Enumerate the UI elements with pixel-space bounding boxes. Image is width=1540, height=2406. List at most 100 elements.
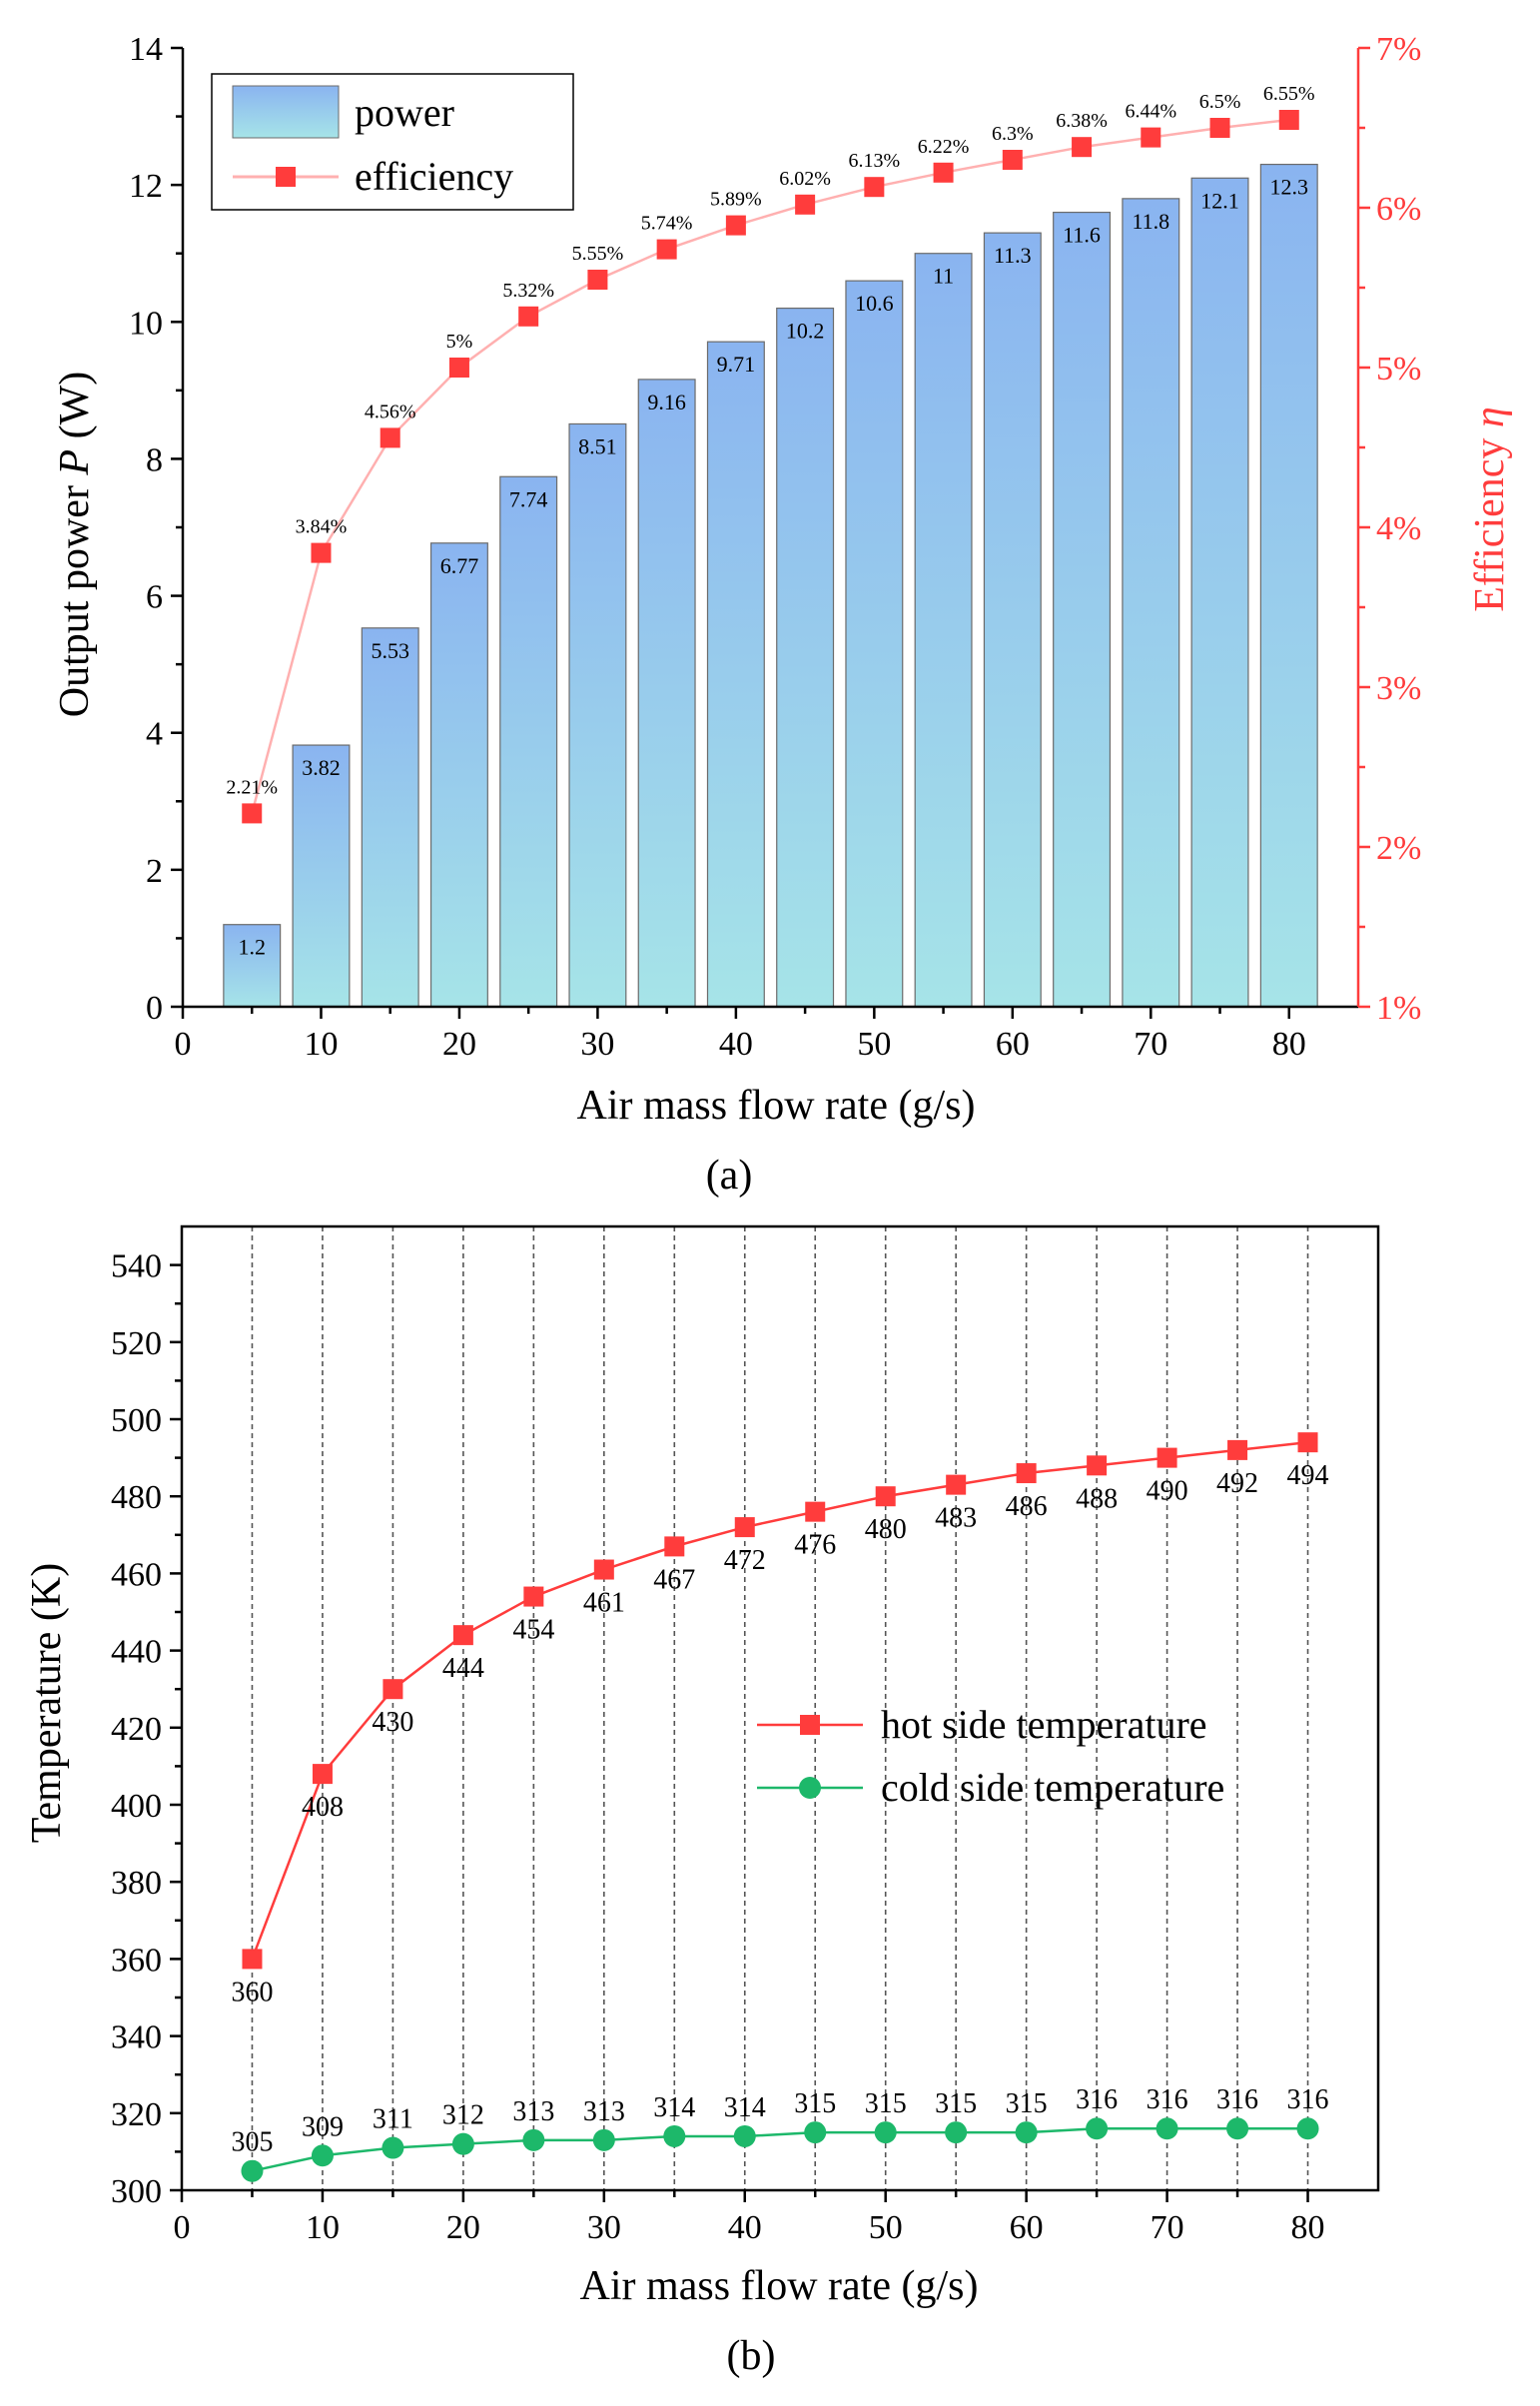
cold-side-label: 313	[512, 2096, 554, 2127]
y-tick-label: 12	[129, 168, 163, 205]
power-bar-label: 7.74	[509, 486, 548, 511]
panel-b-legend: hot side temperature cold side temperatu…	[757, 1702, 1224, 1810]
hot-side-label: 494	[1287, 1460, 1329, 1491]
legend-cold-marker	[799, 1777, 821, 1799]
hot-side-label: 467	[653, 1564, 695, 1595]
y-tick-label: 10	[129, 305, 163, 342]
x-tick-label: 40	[719, 1026, 753, 1063]
panel-b-chart: 360 408 430 444 454 461 467 472 476 480 483 486 488 4…	[24, 1224, 1380, 2379]
y2-tick-label: 4%	[1376, 510, 1421, 547]
cold-side-marker	[241, 2159, 264, 2182]
legend-hot-label: hot side temperature	[881, 1702, 1207, 1747]
cold-side-label: 312	[442, 2100, 484, 2131]
cold-side-marker	[1086, 2117, 1109, 2140]
cold-side-marker	[592, 2128, 615, 2151]
power-bar	[292, 744, 351, 1008]
y-tick-label: 14	[129, 31, 163, 68]
efficiency-label: 2.21%	[226, 776, 278, 798]
cold-side-marker	[733, 2124, 756, 2147]
efficiency-label: 6.13%	[849, 150, 901, 172]
efficiency-marker	[1141, 127, 1161, 148]
efficiency-marker	[795, 194, 816, 215]
panel-a-x-axis-title: Air mass flow rate (g/s)	[577, 1083, 976, 1129]
cold-side-markers	[241, 2117, 1319, 2182]
cold-side-marker	[874, 2121, 897, 2144]
x-tick-label: 40	[728, 2209, 762, 2246]
panel-a-axes: 0 10 20 30 40 50 60 70 80 0 2 4 6 8 10 12 14 1% 2% 3% 4% 5% 6%…	[129, 31, 1421, 1063]
y-tick-label: 300	[111, 2173, 162, 2210]
hot-side-label: 408	[302, 1792, 344, 1823]
power-bar-label: 6.77	[440, 553, 479, 578]
efficiency-label: 5.74%	[641, 213, 693, 235]
power-bar-label: 10.6	[855, 291, 894, 316]
cold-side-label: 316	[1287, 2084, 1329, 2115]
efficiency-label: 6.02%	[779, 168, 831, 190]
x-tick-label: 60	[1010, 2209, 1044, 2246]
efficiency-label: 6.38%	[1056, 110, 1108, 132]
efficiency-label: 5.55%	[572, 243, 624, 265]
power-bar	[845, 280, 904, 1008]
cold-side-labels: 305 309 311 312 313 313 314 314 315 315 315 315 316 3…	[231, 2084, 1328, 2157]
hot-side-label: 490	[1147, 1476, 1188, 1507]
cold-side-label: 314	[724, 2092, 766, 2123]
y-tick-label: 8	[146, 441, 163, 478]
cold-side-label: 316	[1216, 2084, 1258, 2115]
power-bar-label: 11.8	[1132, 209, 1169, 234]
cold-side-marker	[522, 2128, 545, 2151]
efficiency-marker	[933, 162, 954, 183]
y-tick-label: 2	[146, 853, 163, 890]
hot-side-marker	[805, 1501, 826, 1522]
power-bar-labels: 1.2 3.82 5.53 6.77 7.74 8.51 9.16 9.71 10.2 10.6 1…	[238, 175, 1308, 960]
power-bar-label: 11	[933, 264, 954, 289]
y-tick-label: 420	[111, 1711, 162, 1748]
hot-side-label: 492	[1216, 1468, 1258, 1499]
efficiency-markers	[242, 110, 1299, 824]
x-tick-label: 20	[442, 1026, 476, 1063]
efficiency-label: 5.89%	[710, 189, 762, 211]
efficiency-marker	[1072, 137, 1093, 158]
y-tick-label: 400	[111, 1788, 162, 1825]
hot-side-marker	[875, 1486, 896, 1507]
power-bar-label: 8.51	[578, 433, 617, 458]
y-tick-label: 440	[111, 1634, 162, 1671]
efficiency-label: 6.22%	[918, 136, 970, 158]
cold-side-marker	[451, 2132, 474, 2155]
hot-side-marker	[1297, 1432, 1318, 1453]
x-tick-label: 0	[174, 2209, 191, 2246]
power-bar-label: 12.1	[1200, 188, 1239, 213]
efficiency-label: 5%	[446, 331, 473, 353]
hot-side-marker	[1087, 1455, 1108, 1476]
legend-efficiency-label: efficiency	[355, 154, 513, 199]
efficiency-marker	[725, 215, 746, 236]
y-tick-label: 460	[111, 1556, 162, 1593]
hot-side-label: 483	[935, 1503, 977, 1534]
hot-side-label: 444	[442, 1653, 484, 1684]
y-tick-label: 0	[146, 990, 163, 1027]
x-tick-label: 70	[1151, 2209, 1184, 2246]
hot-side-marker	[452, 1625, 473, 1646]
cold-side-label: 309	[302, 2111, 344, 2142]
efficiency-label: 5.32%	[502, 280, 554, 302]
hot-side-marker	[242, 1949, 263, 1970]
power-bar	[776, 307, 835, 1008]
efficiency-label: 6.3%	[992, 123, 1034, 145]
efficiency-marker	[587, 270, 608, 290]
x-tick-label: 10	[306, 2209, 340, 2246]
panel-b-x-axis-title: Air mass flow rate (g/s)	[580, 2263, 979, 2309]
cold-side-label: 313	[583, 2096, 625, 2127]
efficiency-marker	[864, 177, 885, 198]
hot-side-marker	[523, 1586, 544, 1607]
cold-side-marker	[663, 2124, 686, 2147]
y2-tick-label: 3%	[1376, 670, 1421, 707]
panel-b-label: (b)	[727, 2333, 776, 2379]
power-bar	[1053, 211, 1112, 1008]
cold-side-label: 315	[794, 2088, 836, 2119]
hot-side-marker	[1156, 1447, 1177, 1468]
power-bar-label: 9.71	[717, 352, 756, 377]
y-tick-label: 340	[111, 2019, 162, 2056]
power-bar	[429, 542, 488, 1008]
power-bar	[1122, 198, 1180, 1008]
cold-side-marker	[311, 2144, 334, 2167]
cold-side-label: 315	[935, 2088, 977, 2119]
